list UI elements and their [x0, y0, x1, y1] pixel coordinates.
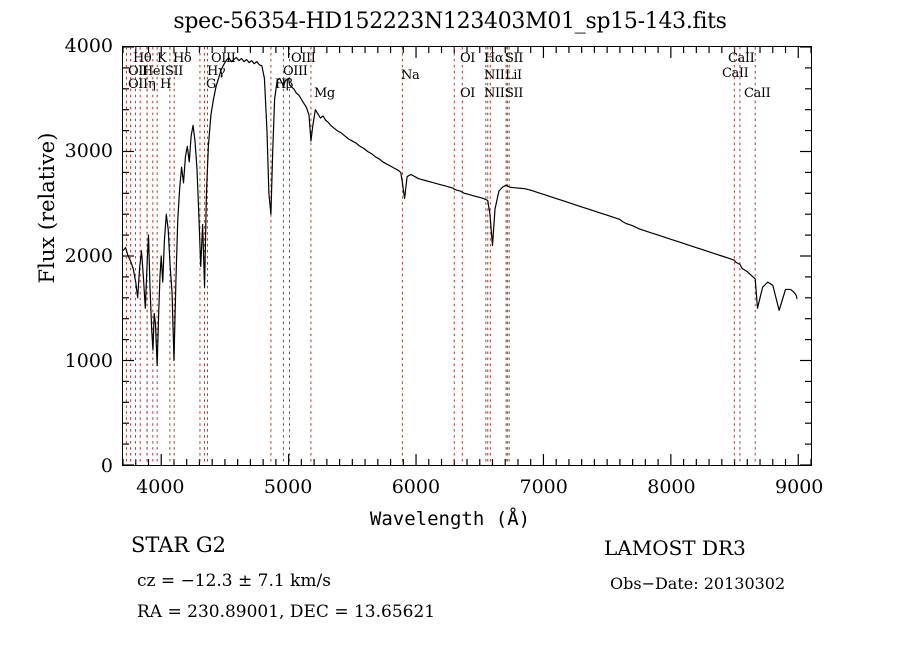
spectral-line-label: OIII [283, 64, 308, 79]
y-tick-label: 3000 [64, 140, 113, 162]
spectral-line-label: OIII [291, 51, 316, 66]
x-tick-label: 6000 [391, 476, 441, 498]
y-tick-label: 2000 [64, 245, 113, 267]
axis-tick-marks [123, 47, 811, 465]
spectral-line-label: Hγ [207, 64, 226, 79]
spectrum-canvas [123, 47, 811, 465]
spectral-line-label: Hα [484, 51, 504, 66]
spectral-line-label: OIII [211, 51, 236, 66]
spectral-line-label: HeI [142, 64, 165, 79]
page-title: spec-56354-HD152223N123403M01_sp15-143.f… [173, 9, 727, 34]
spectral-line-markers [125, 47, 756, 465]
y-tick-label: 1000 [64, 350, 113, 372]
spectral-line-label: NII [484, 68, 505, 83]
y-tick-label: 4000 [64, 35, 113, 57]
survey-label: LAMOST DR3 [604, 536, 746, 560]
y-axis-title: Flux (relative) [35, 132, 59, 284]
spectral-line-label: OI [460, 51, 475, 66]
spectral-line-label: SII [505, 86, 523, 101]
x-tick-label: 4000 [136, 476, 185, 498]
spectral-line-label: OI [460, 86, 475, 101]
spectral-line-label: Mg [314, 86, 335, 101]
spectral-line-label: Na [401, 68, 420, 83]
spectrum-trace [123, 56, 798, 367]
spectral-line-label: CaII [722, 66, 749, 81]
spectral-line-label: Hβ [275, 77, 294, 92]
spectral-line-label: K [157, 51, 167, 66]
spectral-line-label: H [160, 77, 171, 92]
x-tick-label: 7000 [519, 476, 568, 498]
redshift-velocity-label: cz = −12.3 ± 7.1 km/s [137, 571, 331, 591]
coordinates-label: RA = 230.89001, DEC = 13.65621 [137, 602, 436, 622]
x-axis-title: Wavelength (Å) [369, 508, 531, 530]
x-tick-label: 5000 [263, 476, 313, 498]
x-tick-label: 9000 [775, 476, 824, 498]
spectral-line-label: LiI [505, 68, 522, 83]
spectral-line-label: OII [128, 64, 148, 79]
plot-area [122, 46, 812, 466]
observation-date-label: Obs−Date: 20130302 [610, 574, 786, 593]
object-class-label: STAR G2 [131, 533, 227, 557]
x-tick-label: 8000 [647, 476, 696, 498]
spectral-line-label: η [148, 77, 156, 92]
spectral-line-label: CaII [744, 86, 771, 101]
spectral-line-label: SII [165, 64, 183, 79]
spectral-line-label: G [206, 77, 216, 92]
spectral-line-label: Hδ [173, 51, 192, 66]
spectral-line-label: OII [128, 77, 148, 92]
spectral-line-label: CaII [728, 51, 755, 66]
spectral-line-label: Hθ [133, 51, 152, 66]
spectral-line-label: NII [484, 86, 505, 101]
spectral-line-label: SII [505, 51, 523, 66]
y-tick-label: 0 [100, 455, 113, 477]
